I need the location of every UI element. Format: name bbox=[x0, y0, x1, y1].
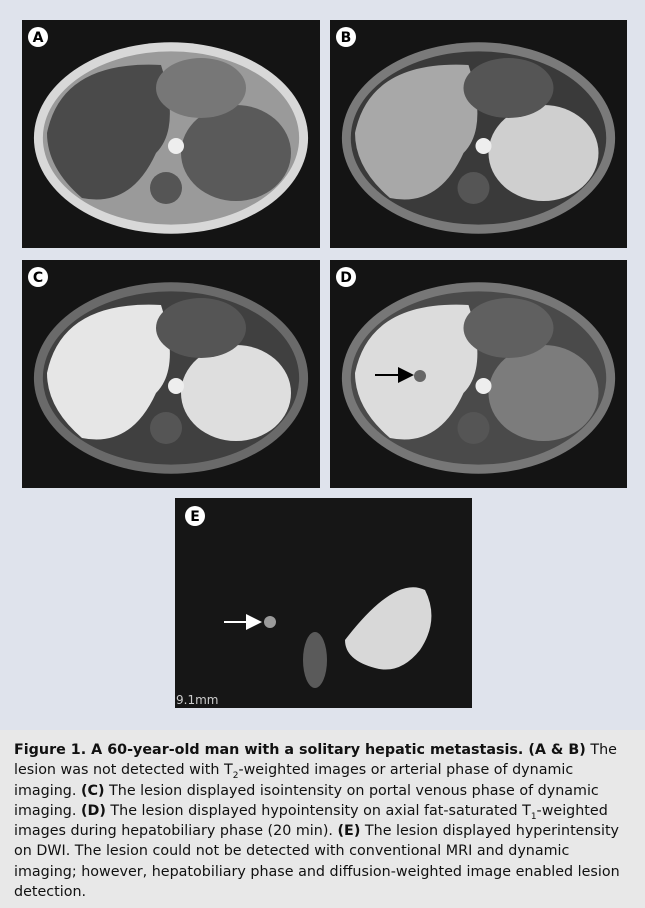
mri-panel: C bbox=[22, 260, 320, 488]
caption-text: -weighted images or arterial phase of dy… bbox=[14, 762, 574, 799]
panel-label: A bbox=[33, 30, 44, 46]
aorta bbox=[168, 378, 184, 394]
aorta bbox=[168, 138, 184, 154]
lesion bbox=[264, 616, 276, 628]
subscript: 2 bbox=[232, 771, 239, 782]
panels: A B C D E 9.1mm bbox=[22, 20, 627, 708]
caption-bold: (C) bbox=[80, 782, 105, 799]
aorta bbox=[475, 378, 492, 394]
stomach bbox=[156, 298, 246, 358]
panel-label-circle bbox=[336, 267, 356, 287]
liver bbox=[47, 304, 170, 440]
dwi-panel: E 9.1mm bbox=[175, 498, 472, 708]
mri-panel: B bbox=[330, 20, 627, 248]
caption-text: The lesion was not detected with T bbox=[14, 742, 617, 779]
panel-label: B bbox=[341, 30, 352, 46]
spine bbox=[457, 412, 490, 444]
spine bbox=[457, 172, 490, 204]
panel-label-circle bbox=[28, 267, 48, 287]
stomach bbox=[156, 58, 246, 118]
panel-label: D bbox=[340, 270, 352, 286]
panel-label: C bbox=[33, 270, 43, 286]
spleen bbox=[345, 587, 432, 670]
mri-panel: A bbox=[22, 20, 320, 248]
caption-bold: (E) bbox=[337, 823, 361, 840]
liver bbox=[355, 64, 478, 200]
caption-bold: (D) bbox=[80, 802, 106, 819]
caption: Figure 1. A 60-year-old man with a solit… bbox=[0, 730, 645, 908]
spine bbox=[150, 172, 182, 204]
caption-text: The lesion displayed isointensity on por… bbox=[14, 782, 599, 819]
mri-panel: D bbox=[330, 260, 627, 488]
spleen bbox=[488, 105, 599, 201]
stomach bbox=[463, 298, 554, 358]
subscript: 1 bbox=[530, 811, 537, 822]
panel-label-circle bbox=[185, 506, 205, 526]
liver bbox=[47, 64, 170, 200]
caption-bold: Figure 1. A 60-year-old man with a solit… bbox=[14, 742, 586, 758]
scale-text: 9.1mm bbox=[176, 693, 218, 707]
panel-label-circle bbox=[336, 27, 356, 47]
aorta bbox=[475, 138, 492, 154]
lesion bbox=[414, 370, 426, 382]
spine bbox=[150, 412, 182, 444]
spleen bbox=[181, 105, 291, 201]
figure: A B C D E 9.1mm bbox=[22, 20, 627, 708]
spine bbox=[303, 632, 327, 688]
caption-text: The lesion displayed hypointensity on ax… bbox=[110, 802, 531, 819]
panel-label: E bbox=[190, 509, 200, 525]
caption-text: The lesion displayed hyperintensity on D… bbox=[14, 823, 620, 901]
stomach bbox=[463, 58, 554, 118]
spleen bbox=[181, 345, 291, 441]
panel-label-circle bbox=[28, 27, 48, 47]
caption-text: -weighted images during hepatobiliary ph… bbox=[14, 802, 608, 840]
spleen bbox=[488, 345, 599, 441]
